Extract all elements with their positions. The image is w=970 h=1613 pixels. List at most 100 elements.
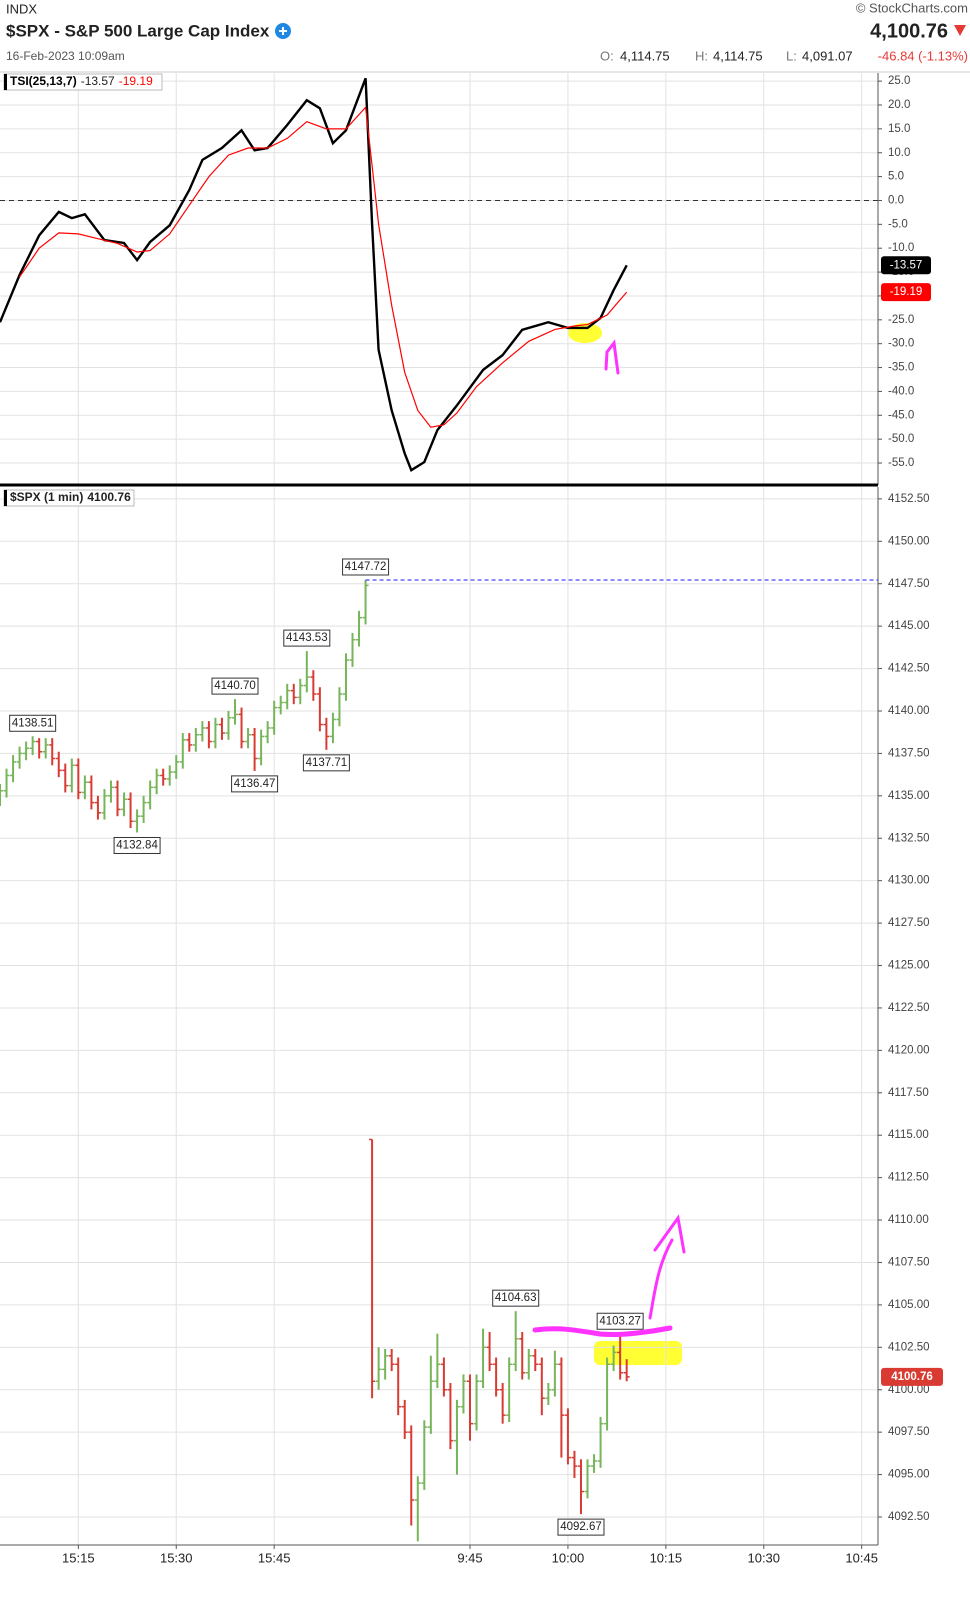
y-tick-label: 10.0 <box>888 147 910 159</box>
hand-line <box>532 1325 673 1338</box>
value-tag-label: -13.57 <box>890 259 923 271</box>
y-tick-label: 4135.00 <box>888 790 930 802</box>
y-tick-label: 4117.50 <box>888 1087 929 1099</box>
open-label: O: <box>600 48 614 63</box>
series-line <box>19 106 628 428</box>
y-tick-label: 4150.00 <box>888 535 930 547</box>
y-tick-label: -5.0 <box>888 218 908 230</box>
y-tick-label: 4125.00 <box>888 960 930 972</box>
y-tick-label: 4120.00 <box>888 1044 930 1056</box>
annotation-box <box>231 775 279 793</box>
highlights <box>568 323 682 1365</box>
legend-entry: 4100.76 <box>87 490 131 504</box>
change: -46.84 (-1.13%) <box>878 48 968 63</box>
y-tick-label: 4145.00 <box>888 620 930 632</box>
legend: TSI(25,13,7) -13.57 -19.19 <box>10 74 153 88</box>
y-tick-label: 20.0 <box>888 99 910 111</box>
plot: 25.020.015.010.05.00.0-5.0-10.0-15.0-20.… <box>0 73 943 1565</box>
value-tag <box>881 283 931 302</box>
x-tick-label: 15:30 <box>160 1550 193 1565</box>
y-tick-label: 4122.50 <box>888 1002 930 1014</box>
annotation-box <box>302 754 350 772</box>
low-label: L: <box>786 48 797 63</box>
annotation: 4132.84 <box>116 840 158 852</box>
annotation-box <box>283 629 331 647</box>
y-tick-label: 4095.00 <box>888 1469 930 1481</box>
y-tick-label: -45.0 <box>888 409 914 421</box>
y-tick-label: 5.0 <box>888 171 904 183</box>
annotation-box <box>211 677 259 695</box>
y-tick-label: -50.0 <box>888 433 914 445</box>
x-tick-label: 10:00 <box>552 1550 585 1565</box>
y-tick-label: 4137.50 <box>888 747 930 759</box>
y-tick-label: 25.0 <box>888 75 910 87</box>
annotation: 4103.27 <box>599 1315 641 1327</box>
annotation: 4147.72 <box>345 561 387 573</box>
legend-entry: -19.19 <box>119 74 153 88</box>
y-tick-label: 4110.00 <box>888 1214 929 1226</box>
open-value: 4,114.75 <box>620 48 670 63</box>
annotation: 4092.67 <box>560 1521 602 1533</box>
hand-arrow <box>648 1214 686 1320</box>
last-price: 4,100.76 <box>870 20 948 42</box>
y-tick-label: 4115.00 <box>888 1129 929 1141</box>
annotation: 4137.71 <box>306 757 348 769</box>
y-tick-label: 4140.00 <box>888 705 930 717</box>
y-tick-label: 15.0 <box>888 123 910 135</box>
down-arrow <box>954 25 966 36</box>
y-tick-label: 4102.50 <box>888 1341 930 1353</box>
y-tick-label: -35.0 <box>888 362 914 374</box>
y-tick-label: 4132.50 <box>888 832 930 844</box>
y-tick-label: 4142.50 <box>888 663 930 675</box>
annotation: 4138.51 <box>12 717 54 729</box>
value-tag-label: -19.19 <box>890 286 923 298</box>
value-tag <box>881 256 931 275</box>
annotation-box <box>9 714 57 732</box>
annotation: 4143.53 <box>286 632 328 644</box>
y-tick-label: 4107.50 <box>888 1257 930 1269</box>
value-tag-label: 4100.76 <box>891 1371 933 1383</box>
x-tick-label: 15:15 <box>62 1550 95 1565</box>
annotation-box <box>492 1289 540 1307</box>
series-line <box>0 77 628 472</box>
add-icon-plus <box>279 27 287 35</box>
date: 16-Feb-2023 10:09am <box>6 49 125 63</box>
annotation-box <box>596 1312 644 1330</box>
y-tick-label: 4147.50 <box>888 578 930 590</box>
y-tick-label: 4105.00 <box>888 1299 930 1311</box>
y-tick-label: -10.0 <box>888 242 914 254</box>
annotation-box <box>557 1518 605 1536</box>
hand-drawing <box>532 339 686 1338</box>
y-tick-label: 4100.00 <box>888 1384 930 1396</box>
y-tick-label: -25.0 <box>888 314 914 326</box>
legend: $SPX (1 min) 4100.76 <box>10 490 131 504</box>
legend-entry: $SPX (1 min) <box>10 490 83 504</box>
exchange: INDX <box>6 1 37 16</box>
value-tag <box>881 1367 943 1386</box>
y-tick-label: 0.0 <box>888 194 904 206</box>
low-value: 4,091.07 <box>802 48 853 63</box>
x-tick-label: 10:30 <box>747 1550 780 1565</box>
y-tick-label: 4112.50 <box>888 1172 929 1184</box>
y-tick-label: -30.0 <box>888 338 914 350</box>
legend-entry: TSI(25,13,7) <box>10 74 77 88</box>
x-tick-label: 10:45 <box>845 1550 878 1565</box>
x-tick-label: 15:45 <box>258 1550 291 1565</box>
x-tick-label: 10:15 <box>650 1550 683 1565</box>
x-tick-label: 9:45 <box>457 1550 482 1565</box>
y-tick-label: 4092.50 <box>888 1511 930 1523</box>
annotation: 4104.63 <box>495 1292 537 1304</box>
y-tick-label: 4127.50 <box>888 917 930 929</box>
annotation-box <box>113 836 161 854</box>
title: $SPX - S&P 500 Large Cap Index <box>6 21 270 40</box>
y-tick-label: 4130.00 <box>888 875 930 887</box>
annotation: 4136.47 <box>234 778 276 790</box>
legend-mark <box>4 74 7 90</box>
y-tick-label: -40.0 <box>888 385 914 397</box>
hand-arrow <box>604 339 620 375</box>
annotation-box <box>342 558 390 576</box>
legend-mark <box>4 490 7 506</box>
copyright: © StockCharts.com <box>856 0 968 15</box>
high-value: 4,114.75 <box>713 48 763 63</box>
